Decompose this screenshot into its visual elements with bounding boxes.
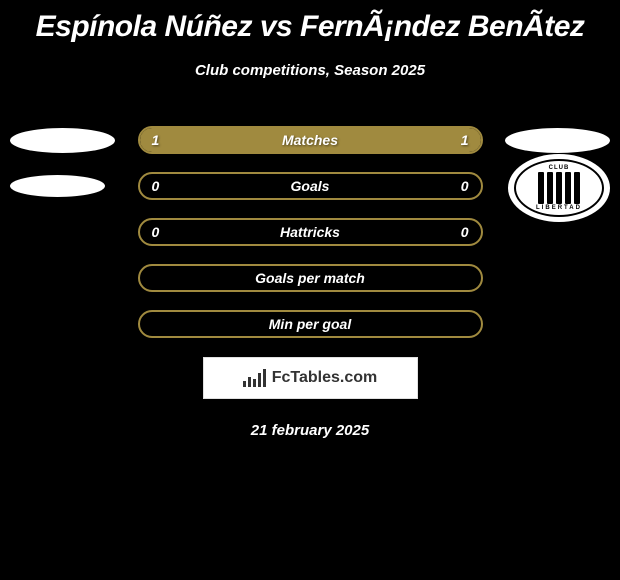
stat-value-left: 0 xyxy=(152,178,160,194)
footer-brand-logo[interactable]: FcTables.com xyxy=(203,357,418,399)
footer-brand-text: FcTables.com xyxy=(272,369,378,387)
player-badge-left-2 xyxy=(10,175,105,197)
stat-label: Min per goal xyxy=(269,316,351,332)
subtitle: Club competitions, Season 2025 xyxy=(0,62,620,79)
stat-label: Hattricks xyxy=(280,224,340,240)
player-badge-right-1 xyxy=(505,128,610,153)
stat-label: Goals xyxy=(291,178,330,194)
stats-container: 1 Matches 1 0 Goals 0 CLUB xyxy=(0,117,620,347)
stat-label: Goals per match xyxy=(255,270,365,286)
stat-value-left: 0 xyxy=(152,224,160,240)
stat-bar: Min per goal xyxy=(138,310,483,338)
player-badge-left-1 xyxy=(10,128,115,153)
stat-bar: 0 Hattricks 0 xyxy=(138,218,483,246)
stat-row-gpm: Goals per match xyxy=(0,255,620,301)
stat-bar: Goals per match xyxy=(138,264,483,292)
stat-label: Matches xyxy=(282,132,338,148)
stat-row-hattricks: 0 Hattricks 0 xyxy=(0,209,620,255)
badge-ellipse-icon xyxy=(10,175,105,197)
page-title: Espínola Núñez vs FernÃ¡ndez BenÃ­tez xyxy=(0,0,620,44)
stat-bar: 0 Goals 0 xyxy=(138,172,483,200)
badge-text-top: CLUB xyxy=(516,165,602,171)
stat-value-right: 1 xyxy=(461,132,469,148)
libertad-stripes-icon xyxy=(533,170,585,206)
chart-icon xyxy=(243,369,266,387)
stat-row-mpg: Min per goal xyxy=(0,301,620,347)
stat-row-goals: 0 Goals 0 CLUB LIBERTAD xyxy=(0,163,620,209)
footer-date: 21 february 2025 xyxy=(0,422,620,439)
badge-ellipse-icon xyxy=(10,128,115,153)
stat-value-right: 0 xyxy=(461,224,469,240)
stat-value-left: 1 xyxy=(152,132,160,148)
badge-ellipse-icon xyxy=(505,128,610,153)
stat-bar: 1 Matches 1 xyxy=(138,126,483,154)
stat-value-right: 0 xyxy=(461,178,469,194)
